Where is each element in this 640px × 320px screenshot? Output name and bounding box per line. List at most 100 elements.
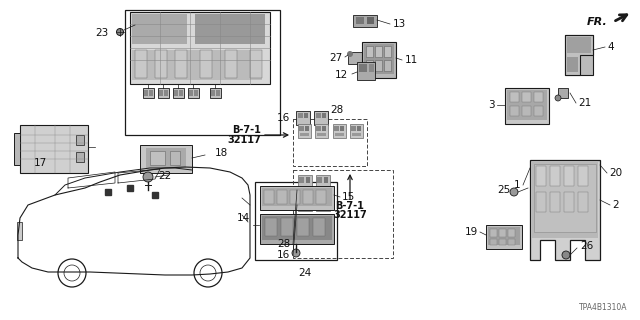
Bar xyxy=(262,188,332,206)
Circle shape xyxy=(562,251,570,259)
Bar xyxy=(357,126,361,131)
Text: 13: 13 xyxy=(393,19,406,29)
Bar xyxy=(384,60,391,71)
Bar xyxy=(150,151,165,165)
Bar xyxy=(567,57,578,72)
Bar xyxy=(298,113,303,118)
Bar xyxy=(293,170,393,258)
Circle shape xyxy=(292,249,300,257)
Bar xyxy=(317,133,326,136)
Text: 28: 28 xyxy=(330,105,343,115)
Bar xyxy=(175,50,187,78)
Bar xyxy=(317,177,322,183)
Bar xyxy=(313,218,325,236)
Bar xyxy=(510,92,519,102)
Bar xyxy=(264,190,274,204)
Text: 2: 2 xyxy=(612,200,619,210)
Bar xyxy=(522,92,531,102)
Text: 27: 27 xyxy=(329,53,342,63)
Bar xyxy=(351,126,356,131)
Bar xyxy=(170,151,180,165)
Bar xyxy=(508,239,515,245)
Text: 17: 17 xyxy=(33,158,47,168)
Bar xyxy=(303,190,313,204)
Text: 32117: 32117 xyxy=(227,135,261,145)
Bar xyxy=(188,88,199,98)
Bar xyxy=(290,190,300,204)
Bar xyxy=(508,229,515,237)
Text: 19: 19 xyxy=(465,227,478,237)
FancyBboxPatch shape xyxy=(357,62,375,80)
FancyBboxPatch shape xyxy=(362,42,396,78)
Bar xyxy=(132,14,187,44)
FancyBboxPatch shape xyxy=(260,214,334,244)
Bar xyxy=(255,182,337,260)
FancyBboxPatch shape xyxy=(296,111,310,125)
Bar xyxy=(265,218,277,236)
Bar xyxy=(488,227,520,245)
Text: 12: 12 xyxy=(335,70,348,80)
Bar xyxy=(306,198,310,204)
Bar xyxy=(195,14,265,44)
Bar xyxy=(532,162,598,238)
Text: 32117: 32117 xyxy=(333,210,367,220)
Bar xyxy=(300,133,309,136)
Bar xyxy=(534,106,543,116)
FancyBboxPatch shape xyxy=(316,196,330,211)
FancyBboxPatch shape xyxy=(130,12,270,84)
Text: 25: 25 xyxy=(497,185,510,195)
Bar xyxy=(578,166,588,186)
Bar xyxy=(499,229,506,237)
Text: 4: 4 xyxy=(607,42,614,52)
Bar xyxy=(14,133,20,165)
Bar xyxy=(367,17,374,24)
Bar xyxy=(76,135,84,145)
Bar xyxy=(125,10,280,135)
Bar xyxy=(159,90,163,96)
Bar xyxy=(304,113,308,118)
Bar xyxy=(536,166,546,186)
FancyBboxPatch shape xyxy=(20,125,88,173)
Bar xyxy=(322,113,326,118)
FancyBboxPatch shape xyxy=(353,15,377,27)
Circle shape xyxy=(555,95,561,101)
Bar xyxy=(143,88,154,98)
Bar xyxy=(510,106,519,116)
Bar xyxy=(132,50,262,80)
Bar xyxy=(189,90,193,96)
Bar xyxy=(534,164,596,232)
Text: 28: 28 xyxy=(276,239,290,249)
Bar xyxy=(564,192,574,212)
Bar xyxy=(158,88,169,98)
Bar xyxy=(324,177,328,183)
Bar xyxy=(364,44,394,74)
Text: 18: 18 xyxy=(215,148,228,158)
Polygon shape xyxy=(565,35,593,75)
Bar xyxy=(146,148,186,168)
Bar xyxy=(507,90,547,120)
Bar xyxy=(550,166,560,186)
Bar xyxy=(164,90,168,96)
Text: 11: 11 xyxy=(405,55,419,65)
Bar xyxy=(144,90,148,96)
Bar xyxy=(352,133,361,136)
Bar xyxy=(135,50,147,78)
Text: 16: 16 xyxy=(276,250,290,260)
Bar xyxy=(522,106,531,116)
Bar xyxy=(316,190,326,204)
Text: B-7-1: B-7-1 xyxy=(232,125,261,135)
Bar xyxy=(297,218,309,236)
Circle shape xyxy=(347,51,353,57)
FancyBboxPatch shape xyxy=(298,124,311,138)
Bar xyxy=(324,198,328,204)
Bar xyxy=(550,192,560,212)
Text: 21: 21 xyxy=(578,98,591,108)
Bar xyxy=(534,92,543,102)
Bar xyxy=(210,88,221,98)
Text: B-7-1: B-7-1 xyxy=(335,201,364,211)
FancyBboxPatch shape xyxy=(315,124,328,138)
Bar xyxy=(200,50,212,78)
Text: 16: 16 xyxy=(276,113,290,123)
Bar xyxy=(366,46,373,57)
Bar xyxy=(76,152,84,162)
